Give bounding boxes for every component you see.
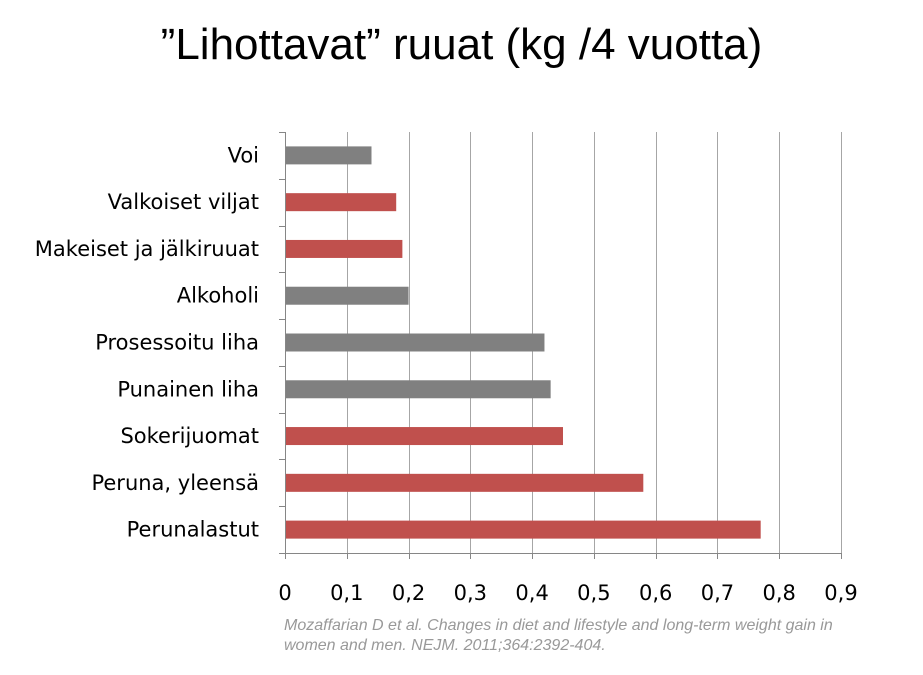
bar xyxy=(286,520,761,539)
chart-title: ”Lihottavat” ruuat (kg /4 vuotta) xyxy=(160,20,763,69)
category-label: Makeiset ja jälkiruuat xyxy=(35,237,259,261)
category-label: Voi xyxy=(228,143,259,167)
x-tick-label: 0,5 xyxy=(577,581,610,605)
category-label: Peruna, yleensä xyxy=(91,471,259,495)
bar xyxy=(286,146,372,165)
bar xyxy=(286,427,563,446)
x-tick-label: 0,8 xyxy=(763,581,796,605)
bar xyxy=(286,286,409,305)
bar xyxy=(286,239,403,258)
bar xyxy=(286,380,551,399)
category-label: Prosessoitu liha xyxy=(95,331,259,355)
x-tick-label: 0,7 xyxy=(701,581,734,605)
bar xyxy=(286,193,397,212)
x-tick-label: 0,1 xyxy=(330,581,363,605)
source-citation: Mozaffarian D et al. Changes in diet and… xyxy=(284,617,833,654)
x-tick-label: 0,4 xyxy=(515,581,548,605)
bar xyxy=(286,473,644,492)
category-label: Sokerijuomat xyxy=(120,424,259,448)
category-label: Punainen liha xyxy=(117,377,259,401)
bar xyxy=(286,333,545,352)
category-label: Valkoiset viljat xyxy=(108,190,259,214)
x-tick-label: 0,6 xyxy=(639,581,672,605)
category-label: Alkoholi xyxy=(177,284,259,308)
x-tick-label: 0,2 xyxy=(392,581,425,605)
category-label: Perunalastut xyxy=(127,518,259,542)
x-tick-label: 0 xyxy=(278,581,291,605)
x-tick-label: 0,9 xyxy=(824,581,857,605)
x-tick-label: 0,3 xyxy=(454,581,487,605)
